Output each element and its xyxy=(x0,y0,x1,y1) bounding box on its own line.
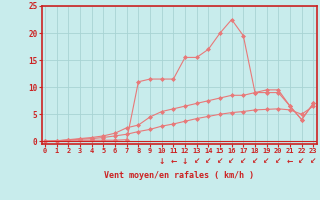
Text: ↓: ↓ xyxy=(182,156,188,165)
Text: ↙: ↙ xyxy=(310,156,316,165)
Text: ↙: ↙ xyxy=(194,156,200,165)
Text: ↙: ↙ xyxy=(263,156,270,165)
Text: ↙: ↙ xyxy=(240,156,246,165)
Text: ↙: ↙ xyxy=(299,156,305,165)
Text: ↙: ↙ xyxy=(217,156,223,165)
Text: ↙: ↙ xyxy=(252,156,258,165)
Text: ←: ← xyxy=(170,156,177,165)
Text: ↓: ↓ xyxy=(158,156,165,165)
X-axis label: Vent moyen/en rafales ( km/h ): Vent moyen/en rafales ( km/h ) xyxy=(104,171,254,180)
Text: ↙: ↙ xyxy=(275,156,282,165)
Text: ←: ← xyxy=(287,156,293,165)
Text: ↙: ↙ xyxy=(205,156,212,165)
Text: ↙: ↙ xyxy=(228,156,235,165)
